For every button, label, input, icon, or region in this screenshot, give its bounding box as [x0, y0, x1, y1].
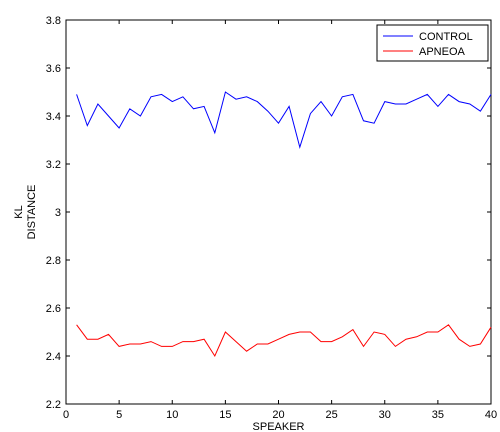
x-tick-label: 30 — [379, 409, 391, 421]
y-tick-label: 2.4 — [46, 351, 61, 363]
y-axis-label-line-2: DISTANCE — [26, 185, 38, 240]
legend-label-control: CONTROL — [419, 31, 473, 43]
series-line-control — [76, 91, 492, 150]
y-tick-label: 2.6 — [46, 303, 61, 315]
y-tick-label: 3 — [55, 207, 61, 219]
plot-area — [65, 19, 492, 405]
legend: CONTROL APNEOA — [376, 24, 489, 62]
y-tick-label: 3.6 — [46, 63, 61, 75]
legend-label-apneoa: APNEOA — [419, 46, 466, 58]
x-axis-label: SPEAKER — [253, 421, 305, 432]
x-tick-label: 35 — [432, 409, 444, 421]
x-tick-label: 10 — [166, 409, 178, 421]
legend-box — [376, 24, 489, 62]
series-layer — [76, 91, 492, 358]
y-tick-label: 3.2 — [46, 159, 61, 171]
x-tick-label: 15 — [219, 409, 231, 421]
x-tick-label: 20 — [272, 409, 284, 421]
y-tick-label: 2.2 — [46, 399, 61, 411]
y-tick-label: 2.8 — [46, 255, 61, 267]
axis-ticks: 0 5 10 15 20 25 30 35 40 2.2 2.4 2.6 2.8 3 3.2 3.4 3.6 3.… — [46, 15, 497, 421]
x-tick-label: 25 — [326, 409, 338, 421]
y-tick-label: 3.4 — [46, 111, 61, 123]
y-axis-label-line-1: KL — [13, 205, 25, 218]
x-tick-label: 40 — [485, 409, 497, 421]
x-tick-label: 0 — [63, 409, 69, 421]
x-tick-label: 5 — [116, 409, 122, 421]
y-tick-label: 3.8 — [46, 15, 61, 27]
series-line-apneoa — [76, 324, 492, 358]
